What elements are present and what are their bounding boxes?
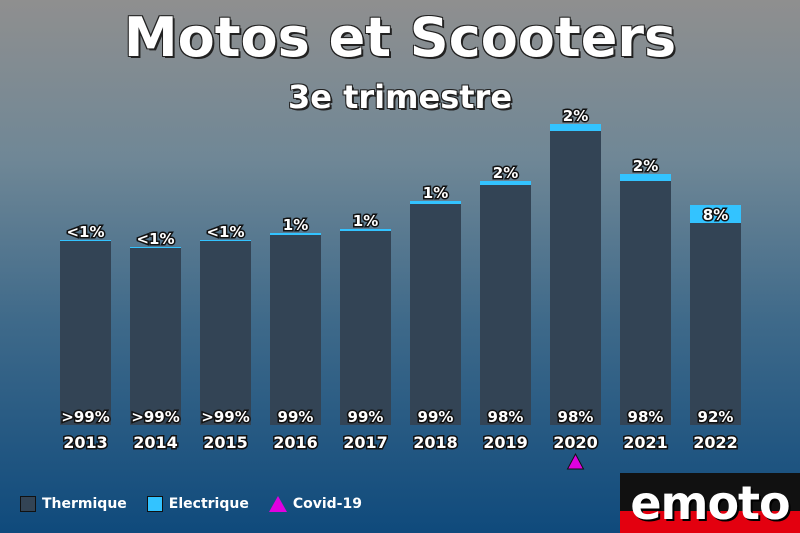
label-electrique-2016: 1% <box>283 216 308 234</box>
label-electrique-2020: 2% <box>563 107 588 125</box>
tick-label-2013: 2013 <box>63 433 108 452</box>
label-thermique-2022: 92% <box>698 408 734 426</box>
label-thermique-2015: >99% <box>201 408 249 426</box>
label-electrique-2013: <1% <box>66 223 104 241</box>
bar-electrique-2021 <box>620 174 671 181</box>
tick-label-2017: 2017 <box>343 433 388 452</box>
legend: Thermique Electrique Covid-19 <box>20 496 382 512</box>
legend-item-thermique: Thermique <box>20 496 127 512</box>
bar-electrique-2020 <box>550 124 601 131</box>
legend-label-thermique: Thermique <box>42 496 127 512</box>
bar-thermique-2016 <box>270 235 321 425</box>
logo-text: emoto <box>630 476 790 530</box>
tick-label-2018: 2018 <box>413 433 458 452</box>
bar-electrique-2016 <box>270 233 321 235</box>
label-electrique-2021: 2% <box>633 157 658 175</box>
bar-chart: <1% >99% 2013 <1% >99% 2014 <1% >99% 2015 1% 99% 20… <box>60 106 741 470</box>
bar-electrique-2022 <box>690 205 741 223</box>
label-electrique-2017: 1% <box>353 212 378 230</box>
label-electrique-2018: 1% <box>423 184 448 202</box>
tick-label-2015: 2015 <box>203 433 248 452</box>
label-electrique-2015: <1% <box>206 223 244 241</box>
bar-electrique-2018 <box>410 201 461 204</box>
logo-red-band <box>620 511 800 533</box>
legend-label-covid: Covid-19 <box>292 496 362 512</box>
bar-electrique-2019 <box>480 181 531 185</box>
label-thermique-2017: 99% <box>348 408 384 426</box>
legend-label-electrique: Electrique <box>168 496 249 512</box>
label-electrique-2019: 2% <box>493 164 518 182</box>
triangle-icon <box>268 496 287 512</box>
bar-electrique-2014 <box>130 247 181 248</box>
bar-thermique-2015 <box>200 241 251 425</box>
label-thermique-2019: 98% <box>488 408 524 426</box>
emoto-logo: emoto <box>620 473 800 533</box>
bar-thermique-2019 <box>480 185 531 425</box>
bar-electrique-2015 <box>200 240 251 241</box>
bar-thermique-2018 <box>410 204 461 425</box>
tick-label-2019: 2019 <box>483 433 528 452</box>
bar-thermique-2014 <box>130 248 181 425</box>
label-thermique-2013: >99% <box>61 408 109 426</box>
legend-swatch-electrique <box>146 496 163 512</box>
bar-thermique-2017 <box>340 231 391 425</box>
label-thermique-2018: 99% <box>418 408 454 426</box>
legend-item-covid: Covid-19 <box>268 496 362 512</box>
tick-label-2014: 2014 <box>133 433 178 452</box>
legend-item-electrique: Electrique <box>146 496 249 512</box>
bar-thermique-2022 <box>690 223 741 425</box>
chart-title: Motos et Scooters <box>123 6 677 69</box>
tick-label-2016: 2016 <box>273 433 318 452</box>
label-thermique-2016: 99% <box>278 408 314 426</box>
label-thermique-2021: 98% <box>628 408 664 426</box>
tick-label-2021: 2021 <box>623 433 668 452</box>
bar-thermique-2021 <box>620 181 671 425</box>
label-thermique-2020: 98% <box>558 408 594 426</box>
chart-subtitle: 3e trimestre <box>287 78 513 116</box>
bar-electrique-2013 <box>60 240 111 241</box>
tick-label-2022: 2022 <box>693 433 738 452</box>
bar-electrique-2017 <box>340 229 391 231</box>
bar-thermique-2013 <box>60 241 111 425</box>
bar-thermique-2020 <box>550 131 601 425</box>
label-electrique-2014: <1% <box>136 230 174 248</box>
label-thermique-2014: >99% <box>131 408 179 426</box>
label-electrique-2022: 8% <box>703 206 728 224</box>
legend-swatch-thermique <box>20 496 36 512</box>
tick-label-2020: 2020 <box>553 433 598 452</box>
covid-marker-2020 <box>566 452 585 470</box>
